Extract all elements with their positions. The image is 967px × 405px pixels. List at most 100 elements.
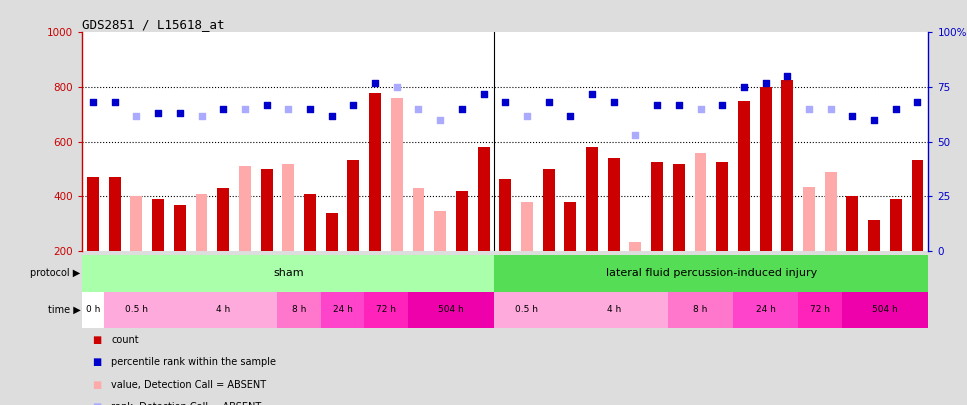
- Bar: [825, 172, 836, 251]
- Point: [498, 99, 513, 106]
- Bar: [239, 166, 250, 251]
- Point: [237, 106, 252, 112]
- Point: [844, 112, 860, 119]
- Bar: [413, 188, 425, 251]
- Text: 0.5 h: 0.5 h: [515, 305, 539, 314]
- Bar: [668, 292, 733, 328]
- Bar: [282, 164, 294, 251]
- Bar: [868, 220, 880, 251]
- Point: [736, 84, 751, 90]
- Text: 4 h: 4 h: [606, 305, 621, 314]
- Bar: [673, 164, 685, 251]
- Text: protocol ▶: protocol ▶: [30, 269, 80, 278]
- Bar: [630, 241, 641, 251]
- Text: rank, Detection Call = ABSENT: rank, Detection Call = ABSENT: [111, 402, 261, 405]
- Bar: [87, 177, 99, 251]
- Bar: [542, 169, 555, 251]
- Text: 504 h: 504 h: [872, 305, 897, 314]
- Bar: [131, 196, 142, 251]
- Point: [259, 101, 275, 108]
- Bar: [912, 160, 923, 251]
- Bar: [803, 187, 815, 251]
- Point: [541, 99, 556, 106]
- Bar: [434, 211, 446, 251]
- Bar: [499, 179, 512, 251]
- Bar: [565, 202, 576, 251]
- Point: [606, 99, 622, 106]
- Point: [692, 106, 708, 112]
- Bar: [261, 169, 273, 251]
- Text: 24 h: 24 h: [333, 305, 353, 314]
- Point: [802, 106, 817, 112]
- Bar: [82, 255, 494, 292]
- Point: [888, 106, 903, 112]
- Bar: [455, 191, 468, 251]
- Point: [519, 112, 535, 119]
- Bar: [738, 101, 749, 251]
- Text: percentile rank within the sample: percentile rank within the sample: [111, 358, 277, 367]
- Point: [107, 99, 123, 106]
- Bar: [218, 188, 229, 251]
- Bar: [733, 292, 798, 328]
- Point: [193, 112, 209, 119]
- Point: [758, 79, 774, 86]
- Text: 0 h: 0 h: [86, 305, 101, 314]
- Point: [650, 101, 665, 108]
- Text: sham: sham: [273, 269, 304, 278]
- Text: lateral fluid percussion-induced injury: lateral fluid percussion-induced injury: [605, 269, 817, 278]
- Text: value, Detection Call = ABSENT: value, Detection Call = ABSENT: [111, 380, 266, 390]
- Point: [216, 106, 231, 112]
- Bar: [326, 213, 337, 251]
- Bar: [347, 160, 360, 251]
- Bar: [608, 158, 620, 251]
- Text: time ▶: time ▶: [47, 305, 80, 315]
- Point: [389, 84, 404, 90]
- Bar: [717, 162, 728, 251]
- Point: [779, 73, 795, 79]
- Bar: [798, 292, 841, 328]
- Point: [584, 90, 600, 97]
- Point: [715, 101, 730, 108]
- Point: [454, 106, 470, 112]
- Text: ■: ■: [92, 380, 102, 390]
- Point: [324, 112, 339, 119]
- Text: 72 h: 72 h: [809, 305, 830, 314]
- Text: 8 h: 8 h: [693, 305, 708, 314]
- Bar: [152, 199, 164, 251]
- Text: 8 h: 8 h: [292, 305, 307, 314]
- Point: [172, 110, 188, 117]
- Bar: [560, 292, 668, 328]
- Text: 504 h: 504 h: [438, 305, 464, 314]
- Bar: [369, 92, 381, 251]
- Bar: [494, 292, 560, 328]
- Text: 0.5 h: 0.5 h: [125, 305, 148, 314]
- Bar: [890, 199, 902, 251]
- Bar: [278, 292, 321, 328]
- Bar: [694, 153, 707, 251]
- Bar: [195, 194, 208, 251]
- Bar: [103, 292, 169, 328]
- Bar: [174, 205, 186, 251]
- Text: 72 h: 72 h: [376, 305, 396, 314]
- Bar: [108, 177, 121, 251]
- Bar: [82, 292, 103, 328]
- Point: [866, 117, 882, 123]
- Point: [910, 99, 925, 106]
- Point: [345, 101, 361, 108]
- Point: [823, 106, 838, 112]
- Bar: [365, 292, 408, 328]
- Bar: [408, 292, 494, 328]
- Point: [85, 99, 101, 106]
- Text: ■: ■: [92, 358, 102, 367]
- Point: [476, 90, 491, 97]
- Text: ■: ■: [92, 402, 102, 405]
- Point: [628, 132, 643, 139]
- Bar: [169, 292, 278, 328]
- Bar: [521, 202, 533, 251]
- Text: GDS2851 / L15618_at: GDS2851 / L15618_at: [82, 18, 224, 31]
- Point: [303, 106, 318, 112]
- Bar: [781, 80, 793, 251]
- Text: 24 h: 24 h: [755, 305, 776, 314]
- Point: [280, 106, 296, 112]
- Point: [411, 106, 426, 112]
